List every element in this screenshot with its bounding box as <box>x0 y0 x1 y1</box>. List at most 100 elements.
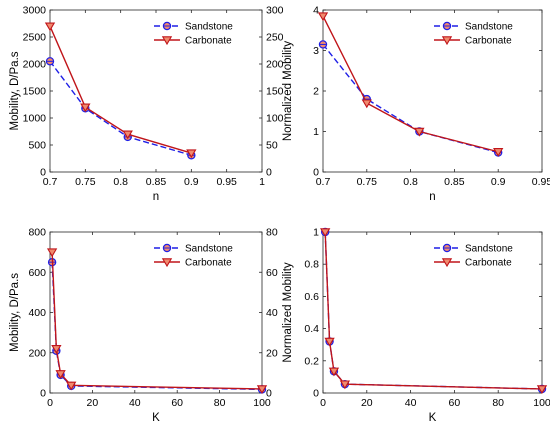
x-tick-label: 0.7 <box>316 176 331 188</box>
series-line-sandstone <box>49 60 192 156</box>
y-axis-label: Normalized Mobility <box>282 262 294 363</box>
x-axis-label: K <box>152 412 160 424</box>
x-tick-label: 100 <box>533 397 550 409</box>
chart-panel-1: 0.7 0.75 0.8 0.85 0.9 0.95 1050010001500200025… <box>9 5 284 204</box>
x-tick-label: 0.85 <box>146 176 167 188</box>
legend-box <box>150 16 258 50</box>
legend-box <box>150 238 258 272</box>
x-tick-label: 60 <box>449 397 461 409</box>
x-axis-label: K <box>429 412 437 424</box>
y-tick-label: 3000 <box>23 5 47 17</box>
legend-box <box>430 238 538 272</box>
y-tick-label: 600 <box>28 267 46 279</box>
x-tick-label: 20 <box>87 397 99 409</box>
x-tick-label: 0.75 <box>75 176 96 188</box>
x-tick-label: 0 <box>47 397 53 409</box>
y-axis-label: Normalized Mobility <box>282 41 294 142</box>
x-tick-label: 0 <box>320 397 326 409</box>
y-tick-label: 2000 <box>23 59 47 71</box>
legend-box <box>430 16 538 50</box>
x-tick-label: 80 <box>492 397 504 409</box>
y2-tick-label: 0 <box>266 388 272 400</box>
y2-tick-label: 20 <box>266 347 278 359</box>
data-point-carbonate <box>46 248 58 258</box>
data-point-carbonate <box>328 367 340 377</box>
y2-tick-label: 150 <box>266 86 284 98</box>
y-tick-label: 0 <box>40 388 46 400</box>
data-point-carbonate <box>122 130 133 140</box>
x-tick-label: 0.95 <box>216 176 237 188</box>
y-axis-label: Mobility, D/Pa.s <box>9 273 21 352</box>
x-tick-label: 80 <box>214 397 226 409</box>
legend-label-sandstone: Sandstone <box>465 244 513 255</box>
y2-tick-label: 60 <box>266 267 278 279</box>
y-tick-label: 0.4 <box>304 323 319 335</box>
x-tick-label: 0.95 <box>532 176 550 188</box>
legend: Sandstone Carbonate <box>150 16 258 50</box>
legend-marker-carbonate <box>441 258 453 268</box>
y-tick-label: 4 <box>313 5 319 17</box>
chart-panel-2: 0.7 0.75 0.8 0.85 0.9 0.95 0 1 2 3 4 n Normalized Mo… <box>282 5 550 204</box>
data-point-carbonate <box>339 380 351 390</box>
x-tick-label: 0.8 <box>403 176 418 188</box>
y-tick-label: 1 <box>313 227 319 239</box>
legend: Sandstone Carbonate <box>430 238 538 272</box>
legend-label-sandstone: Sandstone <box>185 244 233 255</box>
legend: Sandstone Carbonate <box>150 238 258 272</box>
legend-label-sandstone: Sandstone <box>465 22 513 33</box>
y-tick-label: 1000 <box>23 113 47 125</box>
y-axis-label: Mobility, D/Pa.s <box>9 51 21 130</box>
x-tick-label: 0.9 <box>491 176 506 188</box>
y2-tick-label: 300 <box>266 5 284 17</box>
y2-tick-label: 200 <box>266 59 284 71</box>
data-point-carbonate <box>44 22 56 32</box>
y-tick-label: 0 <box>40 167 46 179</box>
y-tick-label: 0.6 <box>304 291 319 303</box>
y2-tick-label: 100 <box>266 113 284 125</box>
legend-marker-carbonate <box>441 36 453 46</box>
data-point-carbonate <box>324 337 335 347</box>
data-point-carbonate <box>320 228 331 238</box>
legend-label-carbonate: Carbonate <box>465 36 512 47</box>
legend-label-carbonate: Carbonate <box>185 258 232 269</box>
data-point-carbonate <box>493 148 504 157</box>
data-point-carbonate <box>186 149 197 159</box>
legend-label-carbonate: Carbonate <box>465 258 512 269</box>
legend: Sandstone Carbonate <box>430 16 538 50</box>
series-line-carbonate <box>49 25 192 154</box>
chart-panel-4: 0 20 40 60 80 100 0 0.2 0.4 0.6 0.8 1 K Normalized Mo… <box>282 227 550 425</box>
x-tick-label: 0.85 <box>444 176 465 188</box>
y2-tick-label: 50 <box>266 140 278 152</box>
y-tick-label: 0 <box>313 388 319 400</box>
y-tick-label: 0.2 <box>304 355 319 367</box>
x-tick-label: 0.8 <box>113 176 128 188</box>
y-tick-label: 200 <box>28 347 46 359</box>
y2-tick-label: 0 <box>266 167 272 179</box>
x-axis-label: n <box>153 191 159 203</box>
y-tick-label: 3 <box>313 45 319 57</box>
x-axis-label: n <box>429 191 435 203</box>
legend-marker-carbonate <box>161 36 173 46</box>
x-tick-label: 0.7 <box>43 176 58 188</box>
y-tick-label: 2500 <box>23 32 47 44</box>
legend-label-sandstone: Sandstone <box>185 22 233 33</box>
x-tick-label: 100 <box>253 397 271 409</box>
chart-panel-3: 0 20 40 60 80 1000200400600800020406080KMobil… <box>9 227 278 425</box>
data-point-carbonate <box>80 103 91 113</box>
data-point-carbonate <box>317 12 329 22</box>
y-tick-label: 2 <box>313 86 319 98</box>
y-tick-label: 800 <box>28 227 46 239</box>
x-tick-label: 40 <box>405 397 417 409</box>
legend-label-carbonate: Carbonate <box>185 36 232 47</box>
legend-marker-carbonate <box>161 258 173 268</box>
y-tick-label: 1500 <box>23 86 47 98</box>
x-tick-label: 40 <box>129 397 141 409</box>
data-point-carbonate <box>536 385 548 395</box>
data-point-carbonate <box>66 381 77 391</box>
x-tick-label: 1 <box>259 176 265 188</box>
x-tick-label: 20 <box>361 397 373 409</box>
y-tick-label: 0.8 <box>304 259 319 271</box>
data-point-carbonate <box>414 127 425 137</box>
y2-tick-label: 40 <box>266 307 278 319</box>
